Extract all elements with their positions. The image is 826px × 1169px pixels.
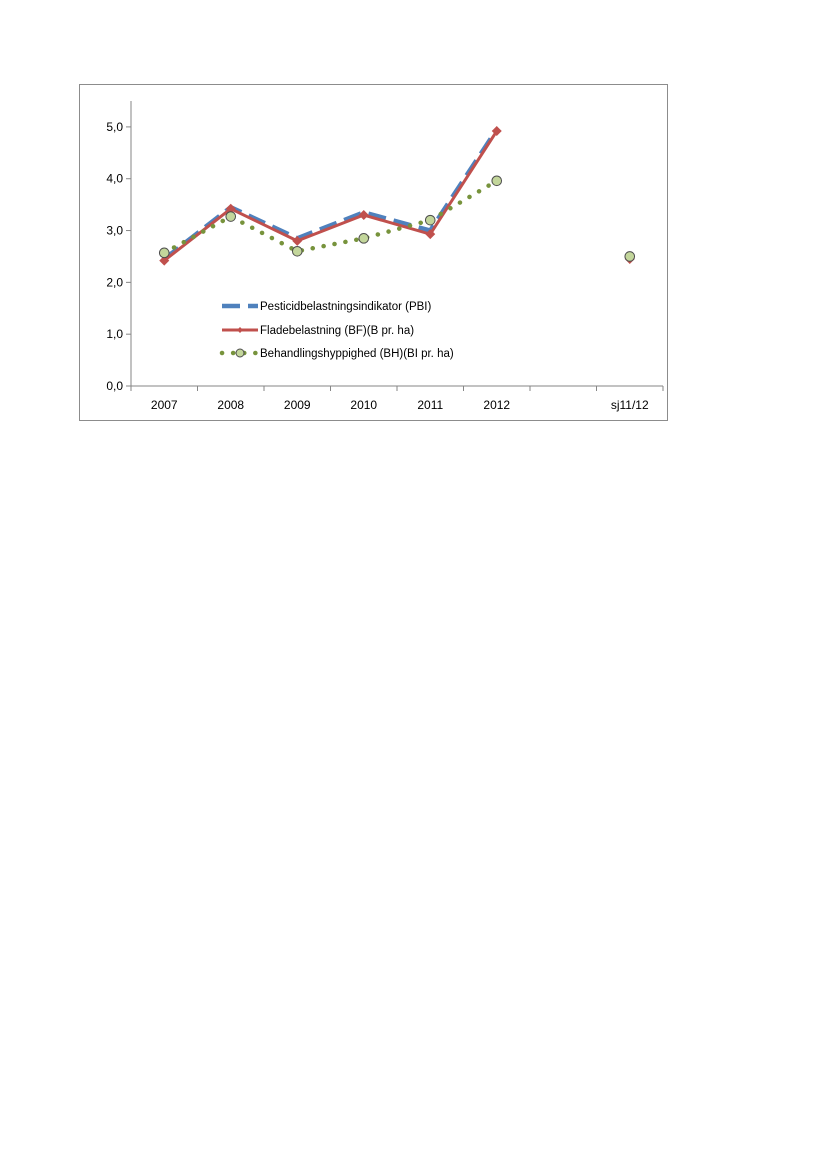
y-tick-label: 0,0 (106, 379, 123, 393)
data-point (292, 235, 303, 246)
series-layer (158, 126, 636, 266)
legend-item-1: Pesticidbelastningsindikator (PBI) (222, 301, 431, 313)
legend-marker (237, 327, 243, 333)
series-1 (162, 128, 499, 261)
data-point (158, 247, 170, 259)
y-tick-label: 1,0 (106, 327, 123, 341)
chart-frame: 0,0 1,0 2,0 3,0 4,0 5,0 2007 2008 2009 2010 2011 20… (79, 84, 668, 421)
x-tick-label: 2011 (417, 398, 443, 412)
data-point (225, 211, 237, 222)
data-point (225, 203, 236, 214)
series-3 (158, 175, 636, 262)
data-point (624, 251, 636, 262)
y-tick-label: 3,0 (106, 224, 123, 238)
legend-label: Pesticidbelastningsindikator (PBI) (260, 301, 431, 313)
data-point (291, 245, 303, 257)
data-point (491, 126, 502, 137)
data-point (159, 255, 170, 266)
x-tick-label: 2009 (284, 398, 311, 412)
y-tick-label: 5,0 (106, 120, 123, 134)
data-point (358, 210, 369, 220)
legend-label: Behandlingshyppighed (BH)(BI pr. ha) (260, 348, 454, 360)
y-tick-label: 2,0 (106, 275, 123, 289)
line-chart: 0,0 1,0 2,0 3,0 4,0 5,0 2007 2008 2009 2010 2011 20… (106, 101, 664, 412)
x-tick-label: 2010 (350, 398, 377, 412)
series-line (162, 128, 499, 261)
series-line (162, 178, 499, 256)
axes: 0,0 1,0 2,0 3,0 4,0 5,0 2007 2008 2009 2010 2011 20… (106, 101, 664, 412)
legend-item-3: Behandlingshyppighed (BH)(BI pr. ha) (219, 348, 454, 360)
y-tick-label: 4,0 (106, 172, 123, 186)
series-2 (159, 126, 635, 266)
data-point (425, 229, 436, 240)
data-point (491, 175, 503, 187)
data-point (424, 214, 436, 226)
x-tick-label: 2008 (217, 398, 244, 412)
series-line (163, 130, 499, 262)
legend-marker (235, 348, 245, 358)
x-tick-label: 2012 (483, 398, 510, 412)
x-tick-label: 2007 (151, 398, 178, 412)
legend-label: Fladebelastning (BF)(B pr. ha) (260, 325, 414, 337)
legend: Pesticidbelastningsindikator (PBI) Fladeb… (219, 301, 454, 360)
legend-item-2: Fladebelastning (BF)(B pr. ha) (222, 325, 414, 337)
x-tick-label: sj11/12 (611, 398, 649, 412)
data-point (358, 233, 370, 244)
